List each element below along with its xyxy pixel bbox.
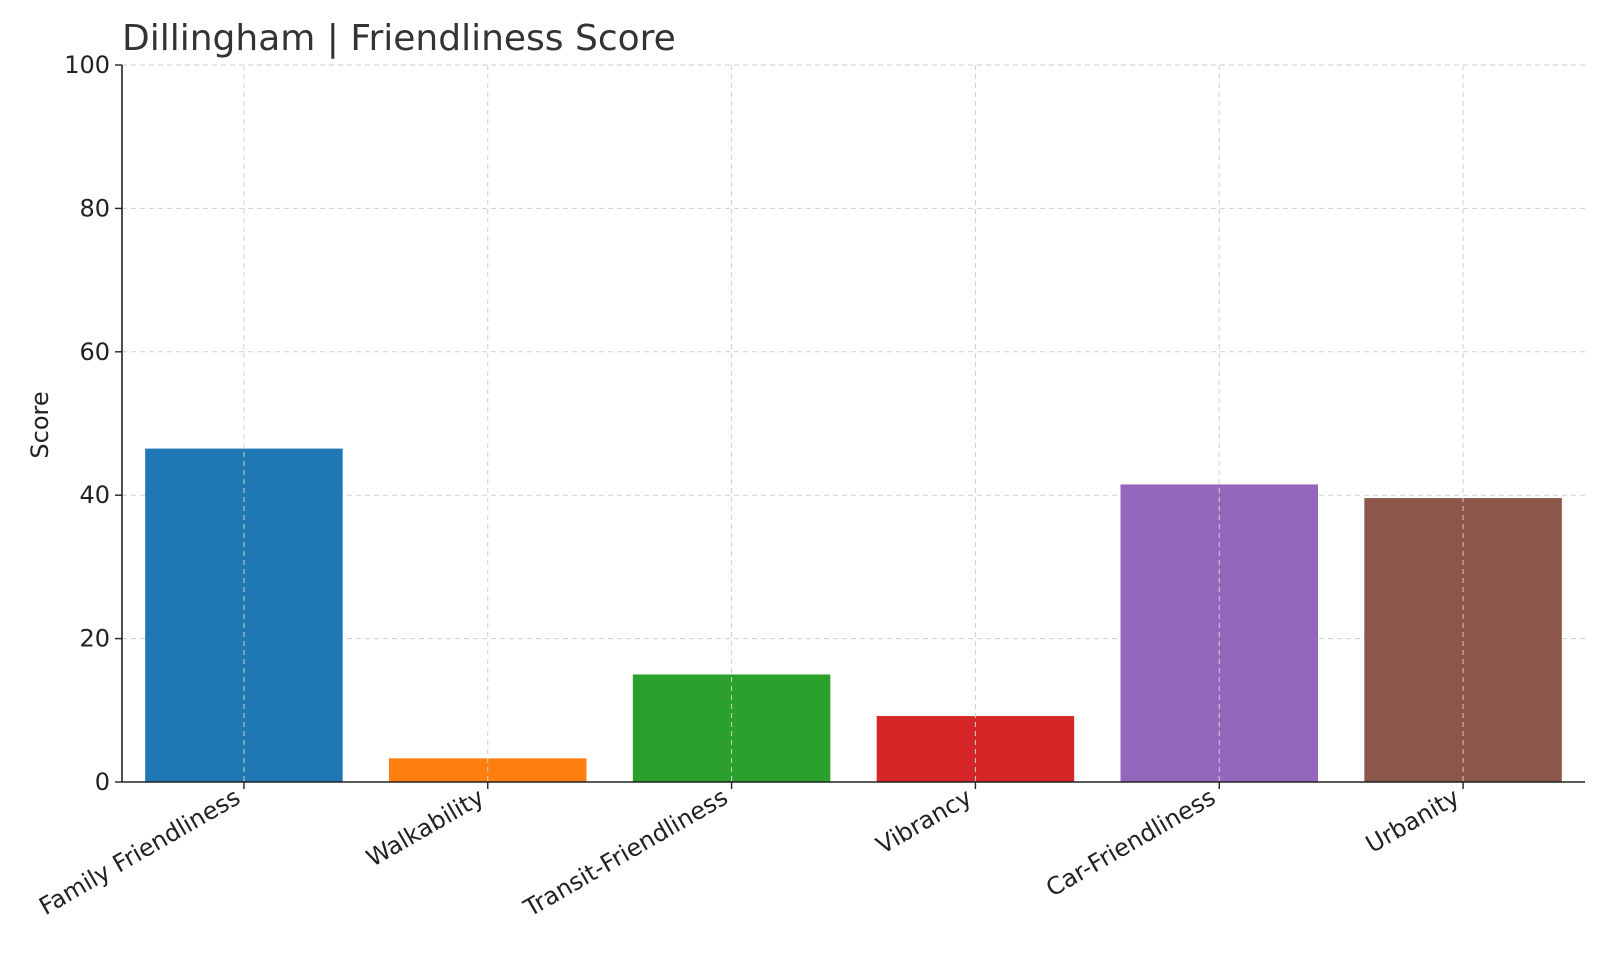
x-tick-label: Family Friendliness bbox=[34, 783, 245, 921]
x-tick-label: Urbanity bbox=[1361, 783, 1464, 859]
x-axis-ticks: Family Friendliness Walkability Transit-Fr… bbox=[34, 782, 1464, 923]
x-tick-label: Car-Friendliness bbox=[1041, 783, 1220, 903]
y-tick-label: 40 bbox=[79, 481, 110, 509]
y-tick-label: 100 bbox=[64, 51, 110, 79]
y-axis-title: Score bbox=[26, 391, 54, 458]
y-tick-label: 60 bbox=[79, 338, 110, 366]
bars bbox=[145, 448, 1562, 782]
bar-transit-friendliness bbox=[632, 674, 831, 782]
chart-title: Dillingham | Friendliness Score bbox=[122, 18, 676, 59]
axes bbox=[121, 65, 1585, 783]
y-tick-label: 80 bbox=[79, 194, 110, 222]
x-tick-label: Vibrancy bbox=[871, 783, 976, 860]
vertical-gridlines bbox=[243, 65, 1464, 782]
y-tick-label: 20 bbox=[79, 625, 110, 653]
y-tick-label: 0 bbox=[95, 768, 110, 796]
x-tick-label: Walkability bbox=[362, 783, 489, 873]
x-tick-label: Transit-Friendliness bbox=[518, 783, 732, 923]
bar-urbanity bbox=[1364, 498, 1562, 782]
y-axis-ticks: 0 20 40 60 80 100 bbox=[64, 51, 122, 796]
gridlines bbox=[122, 64, 1585, 640]
